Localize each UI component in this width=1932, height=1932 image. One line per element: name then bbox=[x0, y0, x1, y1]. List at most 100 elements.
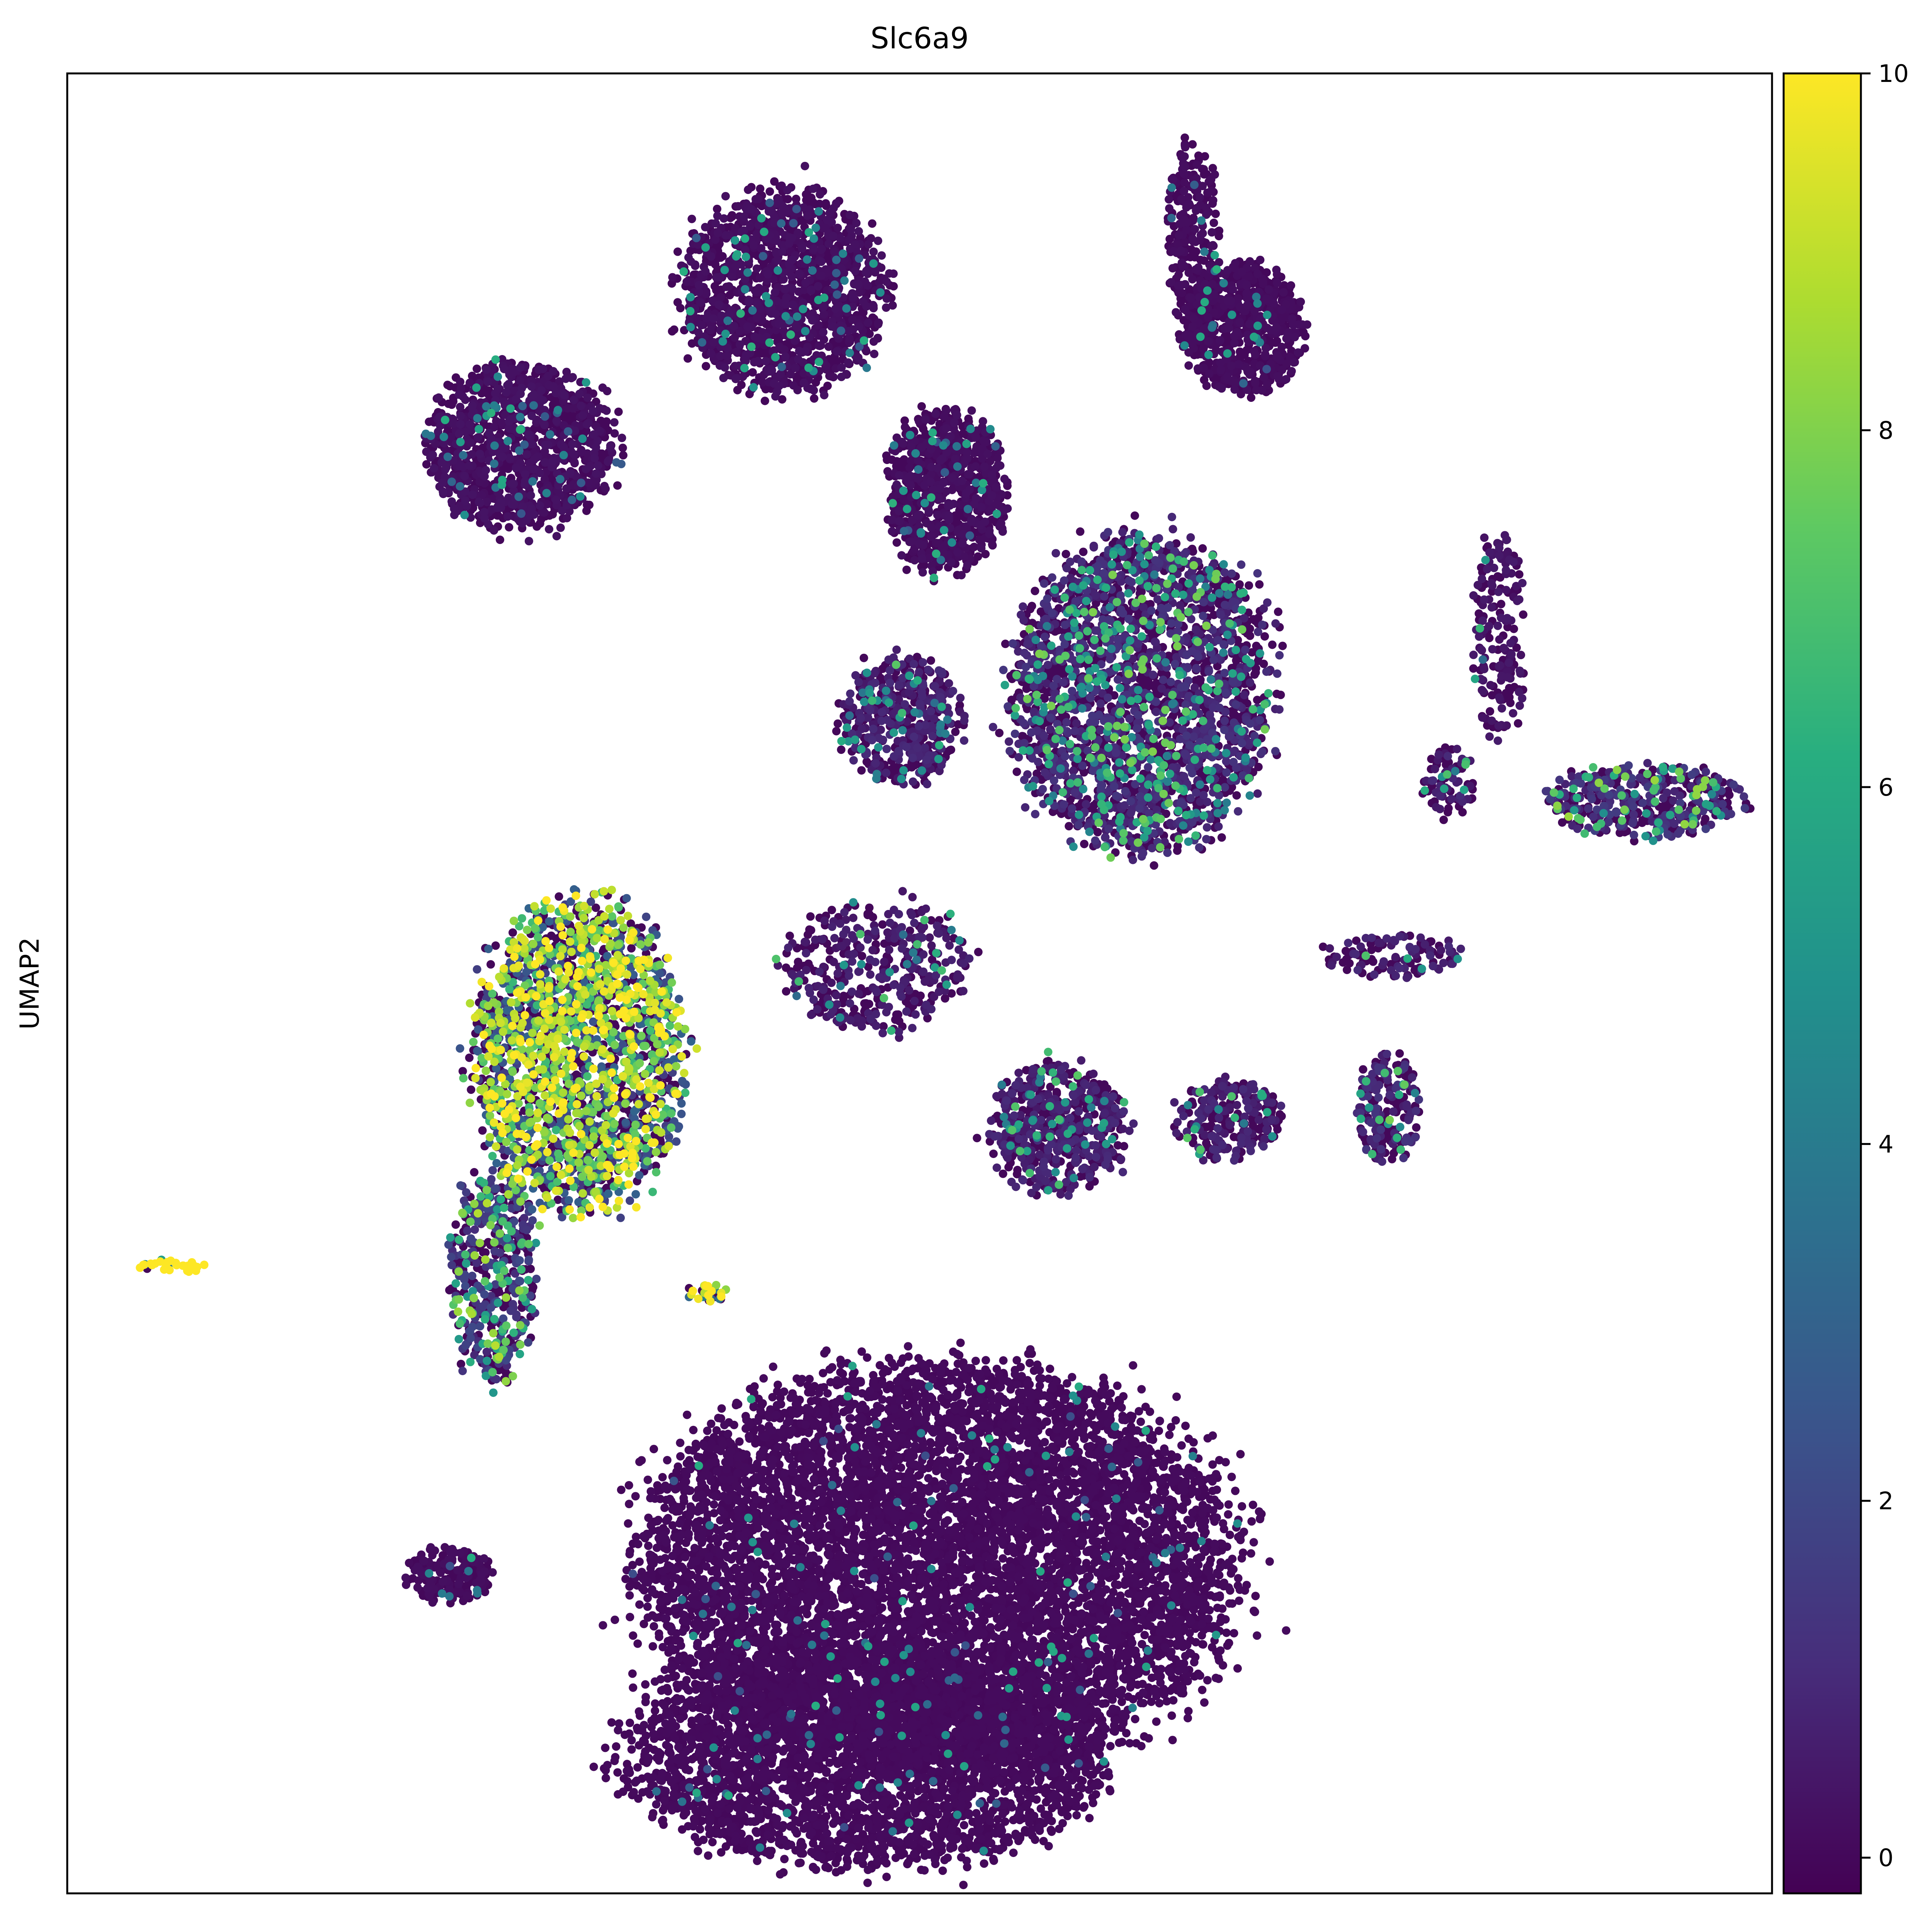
scatter-point bbox=[617, 1485, 626, 1494]
scatter-point bbox=[897, 457, 906, 466]
scatter-point bbox=[1065, 822, 1073, 831]
scatter-point bbox=[1272, 689, 1281, 698]
scatter-point bbox=[1180, 133, 1189, 142]
scatter-point bbox=[684, 354, 692, 363]
scatter-point bbox=[711, 260, 720, 269]
scatter-point bbox=[1201, 152, 1209, 161]
scatter-point bbox=[673, 247, 682, 256]
scatter-point bbox=[504, 464, 513, 473]
scatter-point bbox=[602, 417, 611, 426]
scatter-point bbox=[1046, 1364, 1054, 1373]
scatter-point bbox=[1255, 580, 1264, 589]
scatter-point bbox=[445, 1286, 454, 1294]
scatter-point bbox=[446, 382, 454, 391]
scatter-point bbox=[1198, 544, 1207, 553]
scatter-point bbox=[946, 746, 954, 755]
scatter-point bbox=[995, 728, 1004, 737]
scatter-point bbox=[585, 500, 594, 509]
scatter-point bbox=[833, 719, 842, 728]
scatter-point bbox=[1196, 255, 1205, 264]
scatter-point bbox=[892, 538, 901, 547]
scatter-point bbox=[1251, 668, 1260, 677]
scatter-point bbox=[1215, 226, 1224, 235]
scatter-point bbox=[667, 279, 676, 288]
scatter-point bbox=[889, 282, 898, 291]
scatter-point bbox=[760, 396, 769, 405]
scatter-point bbox=[470, 1168, 479, 1177]
scatter-point bbox=[857, 766, 866, 775]
scatter-point bbox=[1195, 675, 1204, 684]
scatter-point bbox=[1271, 338, 1280, 347]
scatter-point bbox=[680, 326, 689, 335]
scatter-point bbox=[927, 656, 935, 665]
scatter-point bbox=[863, 1353, 872, 1362]
scatter-point bbox=[951, 728, 960, 736]
scatter-point bbox=[486, 960, 495, 969]
scatter-point bbox=[883, 456, 891, 464]
scatter-point bbox=[1299, 328, 1308, 337]
scatter-point bbox=[1252, 641, 1261, 650]
scatter-point bbox=[792, 194, 801, 203]
scatter-point bbox=[837, 745, 845, 754]
scatter-point bbox=[628, 1669, 637, 1678]
scatter-point bbox=[783, 195, 792, 204]
scatter-point bbox=[1076, 527, 1085, 536]
scatter-point bbox=[473, 364, 481, 373]
scatter-point bbox=[1031, 587, 1039, 595]
scatter-point bbox=[1027, 602, 1036, 611]
scatter-point bbox=[548, 510, 557, 519]
scatter-point bbox=[1150, 861, 1158, 870]
scatter-point bbox=[496, 536, 504, 544]
scatter-point bbox=[467, 1085, 476, 1094]
scatter-point bbox=[910, 761, 919, 770]
scatter-point bbox=[1217, 833, 1226, 842]
scatter-point bbox=[1173, 846, 1182, 855]
scatter-point bbox=[832, 727, 841, 736]
scatter-point bbox=[613, 481, 622, 490]
scatter-point bbox=[1236, 1450, 1245, 1459]
scatter-point bbox=[713, 204, 721, 213]
scatter-point bbox=[660, 1503, 669, 1512]
scatter-point bbox=[465, 1053, 474, 1062]
scatter-point bbox=[536, 519, 544, 528]
scatter-point bbox=[1249, 615, 1258, 624]
scatter-point bbox=[1274, 607, 1282, 616]
scatter-point bbox=[554, 892, 563, 901]
scatter-point bbox=[770, 177, 779, 186]
scatter-point bbox=[902, 565, 911, 574]
scatter-point bbox=[1080, 840, 1088, 849]
scatter-point bbox=[1245, 581, 1253, 590]
scatter-point bbox=[670, 325, 679, 334]
chart-title: Slc6a9 bbox=[871, 21, 969, 55]
scatter-point bbox=[687, 339, 696, 348]
scatter-point bbox=[495, 1287, 503, 1296]
scatter-point bbox=[619, 451, 628, 460]
scatter-point bbox=[917, 402, 926, 411]
scatter-point bbox=[756, 184, 765, 193]
scatter-point bbox=[810, 394, 818, 403]
scatter-point bbox=[1200, 170, 1209, 179]
scatter-point bbox=[822, 201, 831, 210]
scatter-point bbox=[1167, 1711, 1176, 1720]
scatter-point bbox=[1136, 675, 1144, 684]
scatter-point bbox=[728, 212, 736, 221]
scatter-point bbox=[717, 1404, 726, 1413]
scatter-point bbox=[1186, 253, 1195, 262]
scatter-point bbox=[422, 460, 431, 469]
scatter-point bbox=[627, 944, 636, 953]
scatter-point bbox=[673, 298, 682, 307]
scatter-point bbox=[451, 1220, 460, 1229]
scatter-point bbox=[1001, 639, 1010, 648]
scatter-point bbox=[505, 523, 514, 532]
scatter-point bbox=[597, 449, 606, 458]
scatter-points bbox=[136, 133, 1755, 1889]
scatter-point bbox=[491, 941, 500, 950]
scatter-point bbox=[1061, 549, 1070, 558]
scatter-point bbox=[1188, 140, 1197, 149]
scatter-point bbox=[648, 1642, 657, 1651]
scatter-point bbox=[1012, 767, 1021, 776]
scatter-point bbox=[1232, 791, 1241, 800]
scatter-point bbox=[1278, 641, 1287, 650]
scatter-point bbox=[868, 219, 877, 228]
